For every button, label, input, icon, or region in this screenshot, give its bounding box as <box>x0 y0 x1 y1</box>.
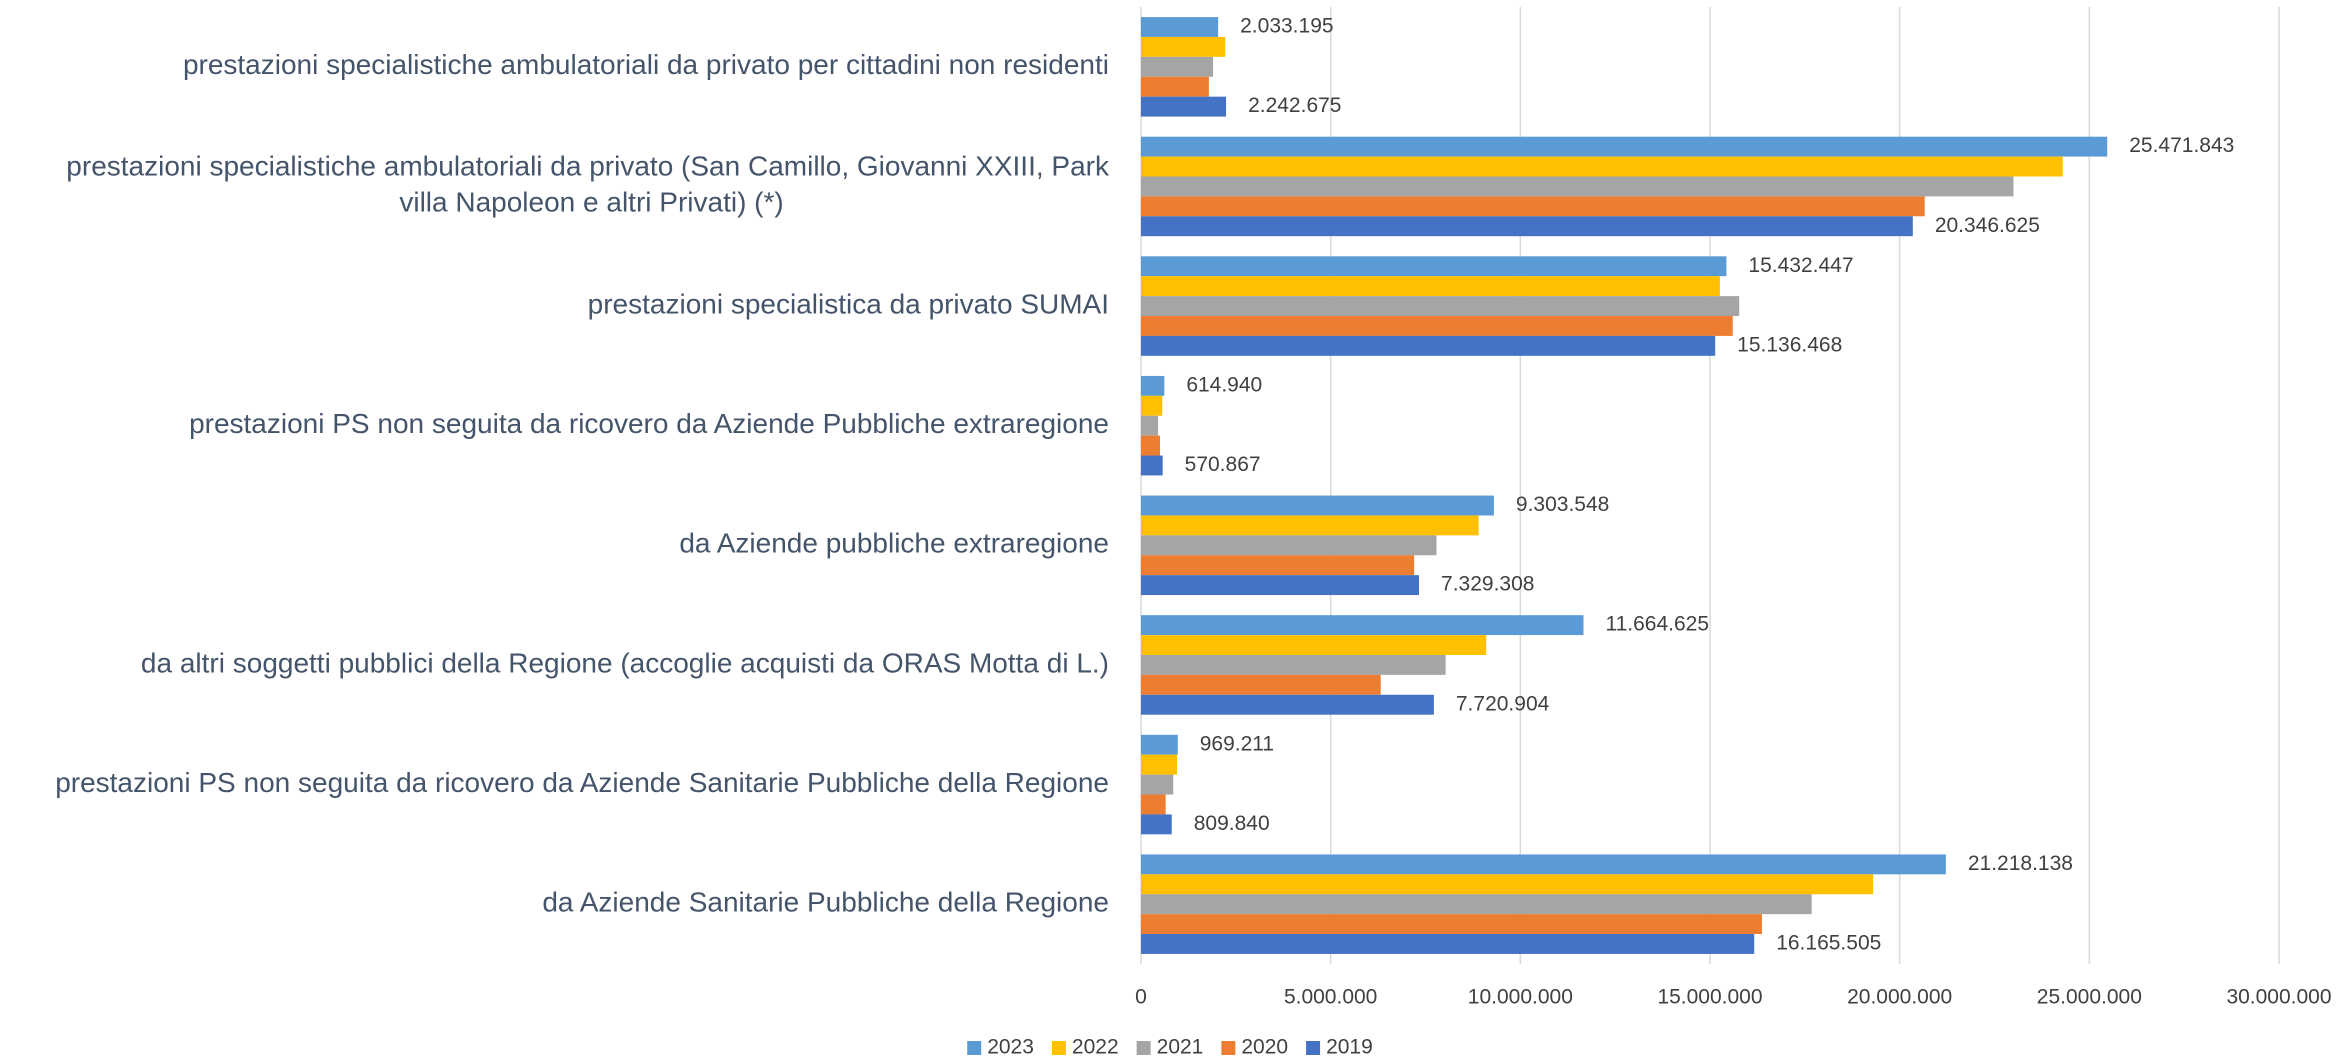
bar <box>1141 176 2014 197</box>
bar <box>1141 535 1437 556</box>
legend-swatch <box>1221 1041 1236 1055</box>
category-label: prestazioni specialistiche ambulatoriali… <box>66 151 1110 218</box>
legend-label: 2023 <box>987 1036 1034 1056</box>
legend-swatch <box>967 1041 982 1055</box>
value-label: 15.432.447 <box>1748 254 1853 277</box>
x-tick-label: 20.000.000 <box>1847 986 1952 1009</box>
bar <box>1141 316 1733 336</box>
legend-label: 2021 <box>1157 1036 1204 1056</box>
bar <box>1141 694 1434 715</box>
bar <box>1141 435 1160 456</box>
bar <box>1141 615 1584 636</box>
bar <box>1141 17 1219 37</box>
bar <box>1141 814 1172 835</box>
value-label: 20.346.625 <box>1935 214 2040 237</box>
x-tick-label: 10.000.000 <box>1468 986 1573 1009</box>
x-tick-label: 30.000.000 <box>2226 986 2331 1009</box>
category-label: prestazioni PS non seguita da ricovero d… <box>55 767 1109 798</box>
x-tick-label: 25.000.000 <box>2037 986 2142 1009</box>
bar <box>1141 774 1174 795</box>
bar <box>1141 375 1165 396</box>
bar <box>1141 515 1479 536</box>
bar <box>1141 296 1740 317</box>
bar <box>1141 654 1446 675</box>
value-label: 614.940 <box>1186 373 1262 396</box>
bar <box>1141 854 1946 875</box>
x-tick-label: 5.000.000 <box>1284 986 1377 1009</box>
legend-label: 2022 <box>1072 1036 1119 1056</box>
bar <box>1141 216 1913 237</box>
value-label: 2.033.195 <box>1240 15 1333 38</box>
bar <box>1141 874 1874 895</box>
bar <box>1141 196 1925 217</box>
bar <box>1141 76 1209 97</box>
category-label: da altri soggetti pubblici della Regione… <box>141 647 1109 678</box>
value-label: 11.664.625 <box>1605 613 1709 636</box>
bar <box>1141 674 1381 695</box>
bar <box>1141 56 1214 77</box>
bar <box>1141 156 2063 177</box>
legend-swatch <box>1306 1041 1321 1055</box>
value-label: 21.218.138 <box>1968 852 2073 875</box>
value-label: 570.867 <box>1185 453 1261 476</box>
bar <box>1141 914 1762 935</box>
bar <box>1141 136 2108 157</box>
bar <box>1141 635 1487 655</box>
bar <box>1141 256 1727 277</box>
category-label: prestazioni specialistiche ambulatoriali… <box>183 49 1109 80</box>
value-label: 7.329.308 <box>1441 573 1534 596</box>
bar <box>1141 455 1163 476</box>
legend-label: 2019 <box>1326 1036 1373 1056</box>
bar <box>1141 335 1716 356</box>
bar <box>1141 794 1166 815</box>
bar <box>1141 894 1812 915</box>
bar <box>1141 575 1420 596</box>
legend-swatch <box>1051 1041 1066 1055</box>
value-label: 15.136.468 <box>1737 333 1842 356</box>
value-label: 25.471.843 <box>2129 134 2234 157</box>
bar <box>1141 495 1494 516</box>
x-tick-label: 15.000.000 <box>1657 986 1762 1009</box>
bar <box>1141 395 1163 416</box>
category-label: da Aziende Sanitarie Pubbliche della Reg… <box>542 887 1109 918</box>
bar <box>1141 555 1415 576</box>
bar <box>1141 36 1226 57</box>
bar <box>1141 754 1178 775</box>
bar <box>1141 96 1227 117</box>
category-label: prestazioni specialistica da privato SUM… <box>588 288 1109 319</box>
category-label: prestazioni PS non seguita da ricovero d… <box>189 408 1109 439</box>
bar <box>1141 276 1720 297</box>
value-label: 809.840 <box>1194 812 1270 835</box>
legend-label: 2020 <box>1241 1036 1288 1056</box>
value-label: 16.165.505 <box>1776 932 1881 955</box>
category-label: da Aziende pubbliche extraregione <box>679 528 1109 559</box>
legend-swatch <box>1136 1041 1151 1055</box>
value-label: 7.720.904 <box>1456 692 1550 715</box>
value-label: 2.242.675 <box>1248 94 1341 117</box>
bar <box>1141 934 1755 954</box>
value-label: 969.211 <box>1200 732 1274 755</box>
value-label: 9.303.548 <box>1516 493 1609 516</box>
x-tick-label: 0 <box>1135 986 1147 1009</box>
bar <box>1141 734 1178 755</box>
bar <box>1141 415 1159 436</box>
